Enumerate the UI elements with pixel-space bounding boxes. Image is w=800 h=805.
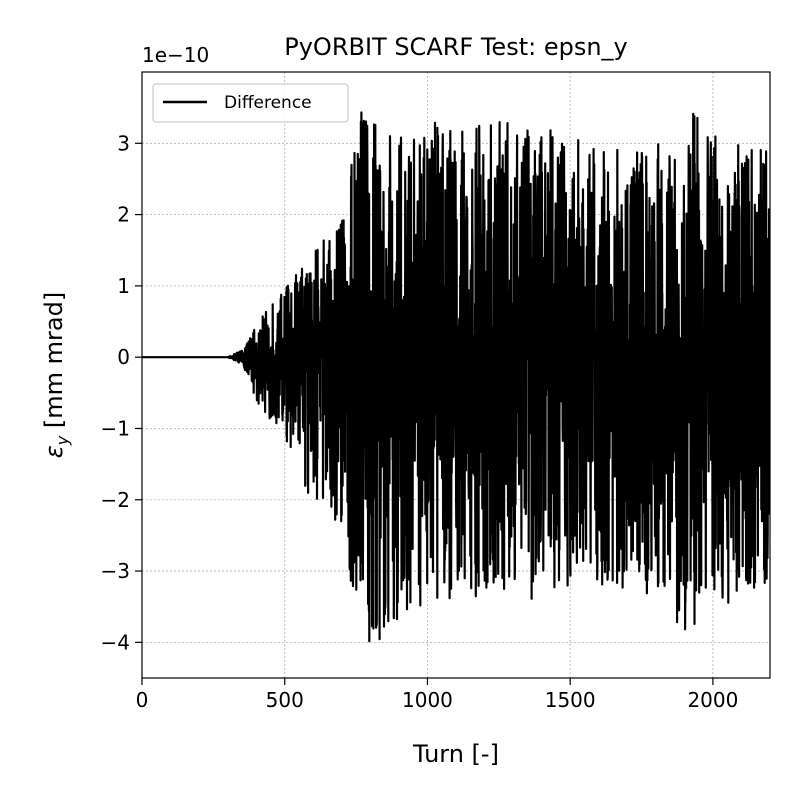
y-tick-label: −3 bbox=[101, 559, 130, 583]
y-axis-label-symbol: ε bbox=[40, 445, 68, 458]
legend-box bbox=[152, 83, 349, 123]
legend-label-difference: Difference bbox=[224, 93, 312, 113]
y-axis-label: εy [mm mrad] bbox=[40, 292, 72, 458]
chart-title: PyORBIT SCARF Test: epsn_y bbox=[284, 33, 628, 61]
x-tick-label: 0 bbox=[136, 688, 149, 712]
y-axis-offset-label: 1e−10 bbox=[142, 43, 209, 67]
x-tick-label: 500 bbox=[266, 688, 304, 712]
y-tick-label: 2 bbox=[117, 203, 130, 227]
y-tick-label: 1 bbox=[117, 274, 130, 298]
y-tick-label: −1 bbox=[101, 416, 130, 440]
y-tick-label: −4 bbox=[101, 630, 130, 654]
y-tick-label: −2 bbox=[101, 488, 130, 512]
plot-area-frame bbox=[141, 71, 771, 679]
x-tick-label: 1000 bbox=[402, 688, 453, 712]
axis-ticks: 0 500 1000 1500 2000 −4 −3 −2 −1 0 1 2 3 bbox=[101, 131, 739, 712]
x-tick-label: 1500 bbox=[545, 688, 596, 712]
x-tick-label: 2000 bbox=[687, 688, 738, 712]
y-axis-label-units: [mm mrad] bbox=[40, 292, 68, 436]
y-tick-label: 0 bbox=[117, 345, 130, 369]
legend: Difference bbox=[152, 83, 349, 123]
x-axis-label: Turn [-] bbox=[412, 740, 499, 768]
series-line-difference bbox=[142, 111, 770, 643]
y-tick-label: 3 bbox=[117, 131, 130, 155]
y-axis-label-subscript: y bbox=[53, 435, 72, 446]
plot-series-difference bbox=[142, 111, 770, 643]
